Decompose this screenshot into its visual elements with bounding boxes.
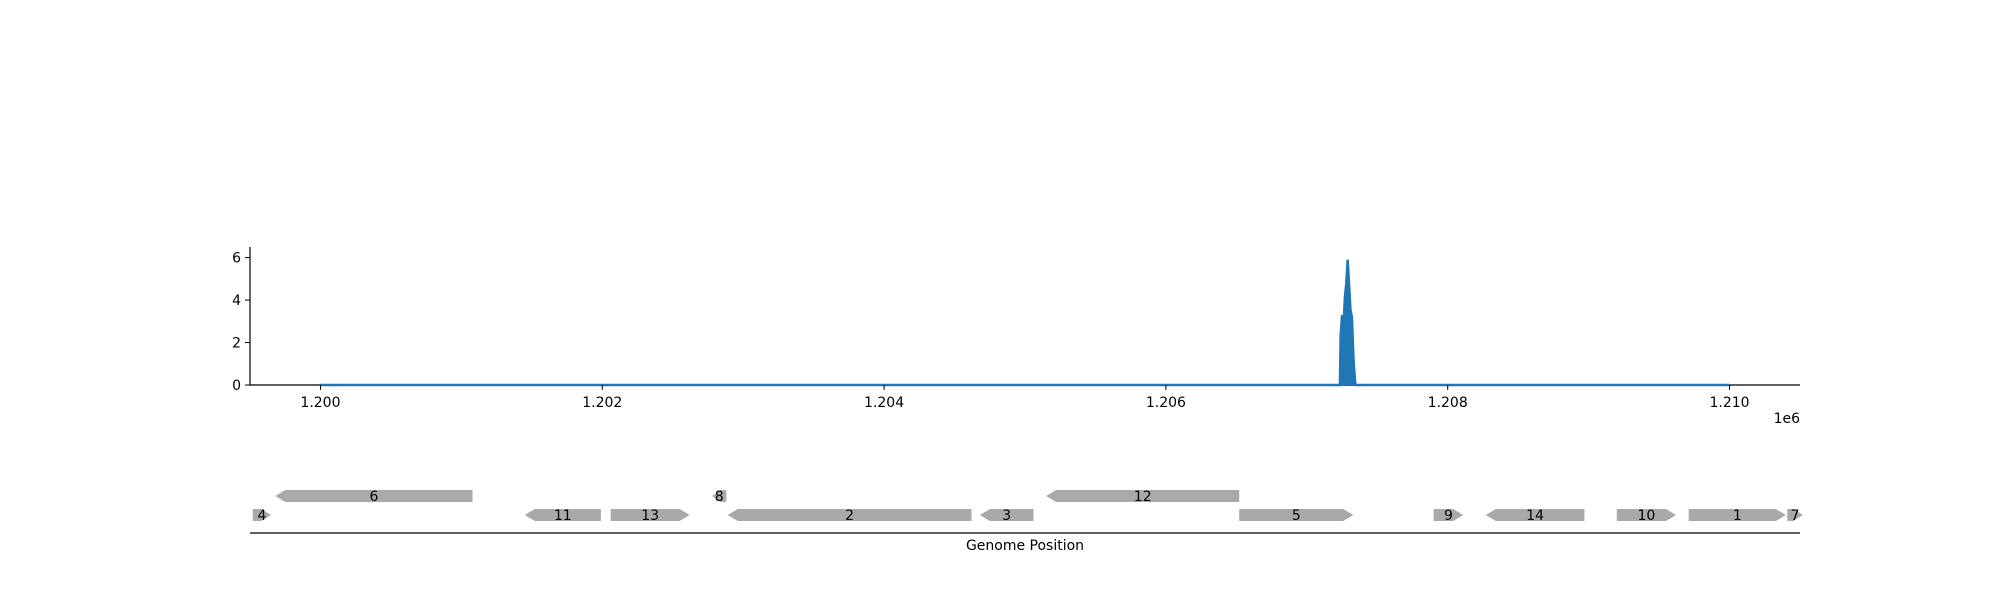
x-axis-offset-label: 1e6 — [1774, 411, 1801, 427]
gene-feature-12 — [1046, 490, 1240, 502]
gene-label: 4 — [258, 508, 267, 524]
x-tick-label: 1.208 — [1428, 395, 1468, 411]
gene-label: 1 — [1733, 508, 1742, 524]
x-tick-label: 1.202 — [582, 395, 622, 411]
gene-label: 11 — [554, 508, 572, 524]
gene-label: 13 — [641, 508, 659, 524]
y-tick-label: 6 — [232, 251, 241, 267]
gene-feature-11 — [524, 509, 601, 521]
gene-feature-3 — [979, 509, 1034, 521]
gene-map: 4 6 11 13 8 2 3 12 5 9 14 10 1 7 — [250, 489, 1803, 534]
gene-label: 7 — [1791, 508, 1800, 524]
gene-feature-4 — [252, 509, 272, 521]
gene-label: 14 — [1526, 508, 1544, 524]
gene-label: 2 — [845, 508, 854, 524]
gene-label: 10 — [1637, 508, 1655, 524]
coverage-area-0 — [320, 259, 1730, 385]
gene-feature-1 — [1688, 509, 1786, 521]
gene-feature-2 — [727, 509, 972, 521]
y-tick-label: 0 — [232, 378, 241, 394]
gene-label: 3 — [1002, 508, 1011, 524]
coverage-line-0 — [320, 259, 1730, 387]
gene-label: 9 — [1444, 508, 1453, 524]
coverage-plot: 1.200 1.202 1.204 1.206 1.208 1.210 0 2 4 6 — [232, 247, 1800, 411]
gene-feature-14 — [1485, 509, 1585, 521]
gene-feature-9 — [1433, 509, 1464, 521]
gene-feature-7 — [1787, 509, 1803, 521]
y-tick-label: 4 — [232, 293, 241, 309]
gene-label: 6 — [370, 489, 379, 505]
gene-label: 12 — [1134, 489, 1152, 505]
gene-label: 8 — [715, 489, 724, 505]
gene-feature-6 — [275, 490, 473, 502]
gene-feature-8 — [712, 490, 727, 502]
y-tick-label: 2 — [232, 336, 241, 352]
gene-feature-10 — [1616, 509, 1676, 521]
x-tick-label: 1.206 — [1146, 395, 1186, 411]
gene-feature-13 — [610, 509, 690, 521]
x-tick-label: 1.200 — [300, 395, 340, 411]
gene-label: 5 — [1292, 508, 1301, 524]
gene-feature-5 — [1239, 509, 1354, 521]
x-tick-label: 1.210 — [1709, 395, 1749, 411]
x-tick-label: 1.204 — [864, 395, 904, 411]
gene-map-x-axis-label: Genome Position — [966, 538, 1084, 554]
